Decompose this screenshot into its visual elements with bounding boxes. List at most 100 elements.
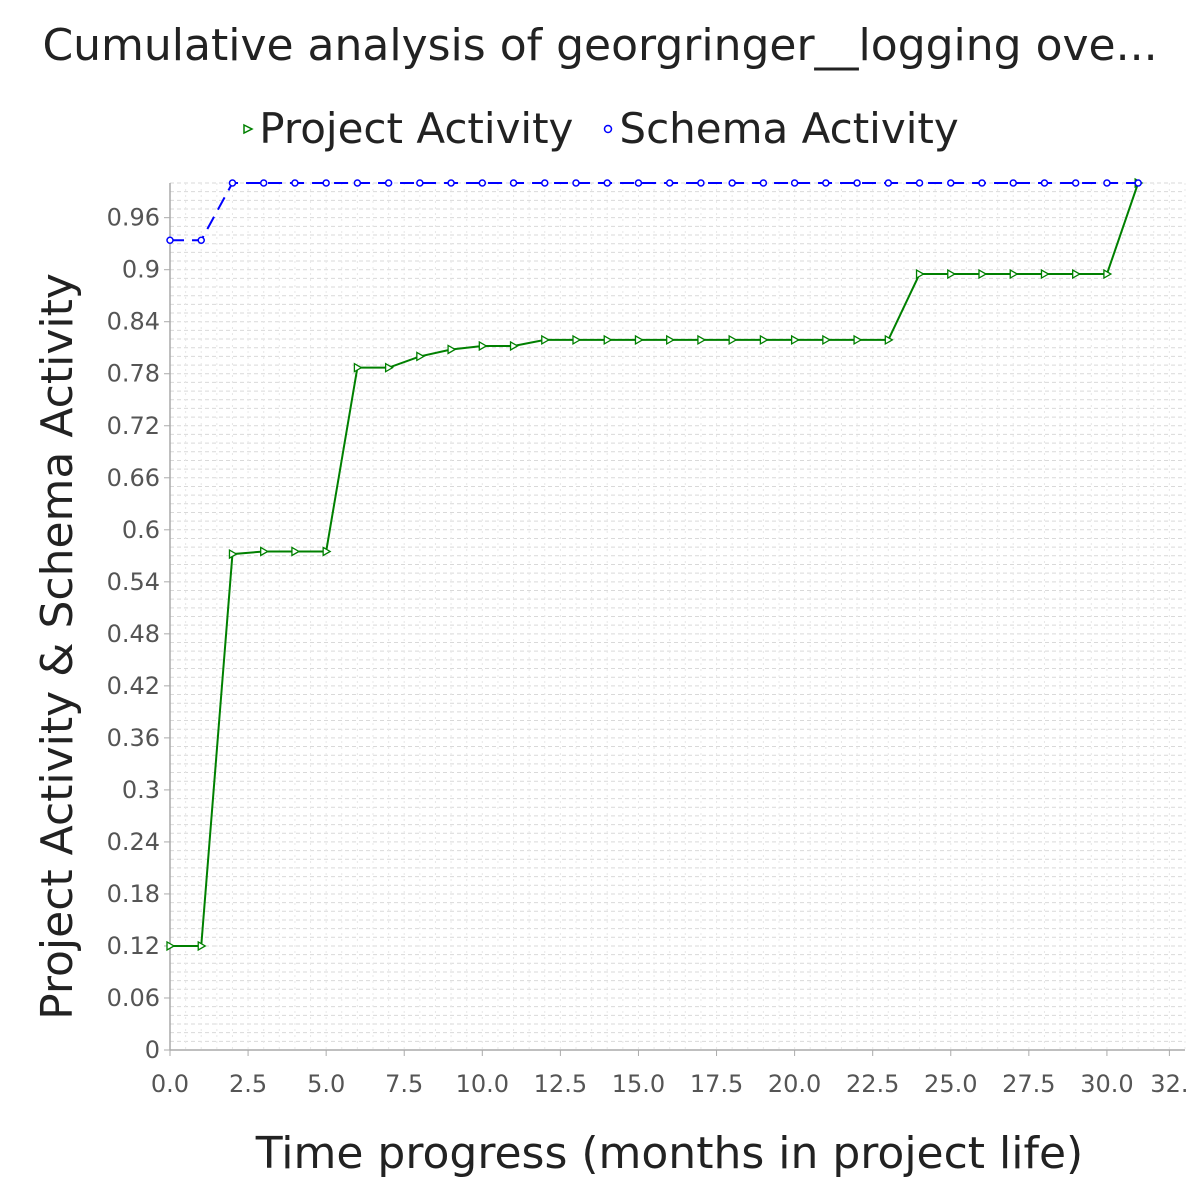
x-tick-label: 2.5 <box>229 1070 267 1098</box>
y-tick-label: 0.12 <box>107 932 160 960</box>
data-point-schema-activity <box>603 179 611 187</box>
data-point-schema-activity <box>697 179 705 187</box>
data-point-schema-activity <box>790 179 799 187</box>
x-tick-label: 15.0 <box>612 1070 665 1098</box>
y-tick-label: 0 <box>145 1036 160 1064</box>
y-tick-label: 0.48 <box>107 620 160 648</box>
data-point-schema-activity <box>947 179 955 187</box>
series-line-schema-activity <box>170 182 1139 242</box>
data-point-project-activity <box>291 546 301 557</box>
data-point-project-activity <box>166 940 176 952</box>
x-tick-label: 12.5 <box>534 1070 587 1098</box>
data-point-project-activity <box>384 362 394 373</box>
data-point-schema-activity <box>822 179 830 187</box>
data-point-schema-activity <box>1134 179 1142 187</box>
x-tick-label: 0.0 <box>151 1070 189 1098</box>
x-tick-label: 32. <box>1150 1070 1188 1098</box>
data-point-schema-activity <box>541 179 549 187</box>
data-point-project-activity <box>978 268 988 280</box>
data-point-project-activity <box>509 340 519 352</box>
data-point-schema-activity <box>322 179 330 187</box>
data-point-project-activity <box>915 268 925 280</box>
x-tick-label: 20.0 <box>768 1070 821 1098</box>
y-tick-label: 0.72 <box>107 412 160 440</box>
x-tick-label: 27.5 <box>1002 1070 1055 1098</box>
data-point-schema-activity <box>353 179 362 187</box>
data-point-project-activity <box>759 334 769 346</box>
y-tick-label: 0.78 <box>107 360 160 388</box>
y-tick-label: 0.66 <box>107 464 160 492</box>
y-tick-label: 0.42 <box>107 672 160 700</box>
data-point-project-activity <box>1072 268 1082 280</box>
y-tick-label: 0.96 <box>107 204 160 232</box>
legend-triangle-icon <box>243 123 254 134</box>
data-point-schema-activity <box>384 179 393 187</box>
series-layer <box>166 177 1144 952</box>
data-point-project-activity <box>1009 268 1019 280</box>
data-point-schema-activity <box>634 179 643 187</box>
data-point-project-activity <box>416 351 426 362</box>
y-tick-label: 0.6 <box>122 516 160 544</box>
chart-title: Cumulative analysis of georgringer__logg… <box>42 20 1158 71</box>
data-point-project-activity <box>1040 268 1050 280</box>
data-point-project-activity <box>790 334 800 346</box>
data-point-project-activity <box>822 334 832 346</box>
data-point-project-activity <box>697 334 707 346</box>
data-point-project-activity <box>197 940 207 952</box>
data-point-project-activity <box>353 362 363 373</box>
data-point-schema-activity <box>166 236 174 244</box>
x-axis-title: Time progress (months in project life) <box>255 1128 1083 1179</box>
legend-label-project-activity: Project Activity <box>259 104 574 153</box>
legend-item-schema-activity[interactable]: Schema Activity <box>601 104 959 153</box>
x-tick-label: 30.0 <box>1080 1070 1133 1098</box>
data-point-project-activity <box>666 334 676 346</box>
data-point-project-activity <box>947 268 957 280</box>
data-point-project-activity <box>572 334 582 346</box>
x-tick-label: 17.5 <box>690 1070 743 1098</box>
x-tick-label: 7.5 <box>385 1070 423 1098</box>
data-point-project-activity <box>478 340 488 352</box>
data-point-schema-activity <box>572 179 580 187</box>
axis-layer <box>164 183 1185 1056</box>
x-tick-label: 25.0 <box>924 1070 977 1098</box>
legend-circle-icon <box>604 124 613 133</box>
data-point-project-activity <box>541 334 551 346</box>
data-point-schema-activity <box>759 179 768 187</box>
y-tick-label: 0.06 <box>107 984 160 1012</box>
data-point-schema-activity <box>291 179 299 187</box>
data-point-schema-activity <box>197 236 205 244</box>
data-point-schema-activity <box>915 179 924 187</box>
data-point-schema-activity <box>978 179 986 187</box>
data-point-project-activity <box>447 344 457 355</box>
y-tick-label: 0.54 <box>107 568 160 596</box>
data-point-project-activity <box>228 548 238 560</box>
data-point-schema-activity <box>259 179 268 187</box>
legend-label-schema-activity: Schema Activity <box>619 104 959 153</box>
data-point-schema-activity <box>447 179 455 187</box>
y-tick-label: 0.9 <box>122 256 160 284</box>
chart-legend: Project Activity Schema Activity <box>0 104 1200 153</box>
y-tick-label: 0.18 <box>107 880 160 908</box>
data-point-project-activity <box>728 334 738 346</box>
data-point-schema-activity <box>1040 179 1049 187</box>
data-point-project-activity <box>260 546 270 557</box>
data-point-project-activity <box>322 546 332 557</box>
x-tick-label: 5.0 <box>307 1070 345 1098</box>
grid-layer <box>169 182 1186 1051</box>
y-tick-label: 0.84 <box>107 308 160 336</box>
x-tick-label: 22.5 <box>846 1070 899 1098</box>
data-point-schema-activity <box>1009 179 1017 187</box>
data-point-schema-activity <box>228 179 237 187</box>
label-layer: 0 0.06 0.12 0.18 0.24 0.3 0.36 0.42 0.48 0.54 0.6 0… <box>107 204 1189 1098</box>
data-point-schema-activity <box>509 179 518 187</box>
x-tick-label: 10.0 <box>456 1070 509 1098</box>
series-line-project-activity <box>170 182 1140 947</box>
data-point-schema-activity <box>853 179 861 187</box>
data-point-schema-activity <box>478 179 487 187</box>
y-tick-label: 0.36 <box>107 724 160 752</box>
data-point-schema-activity <box>1103 179 1111 187</box>
legend-item-project-activity[interactable]: Project Activity <box>241 104 573 153</box>
y-tick-label: 0.3 <box>122 776 160 804</box>
y-tick-label: 0.24 <box>107 828 160 856</box>
